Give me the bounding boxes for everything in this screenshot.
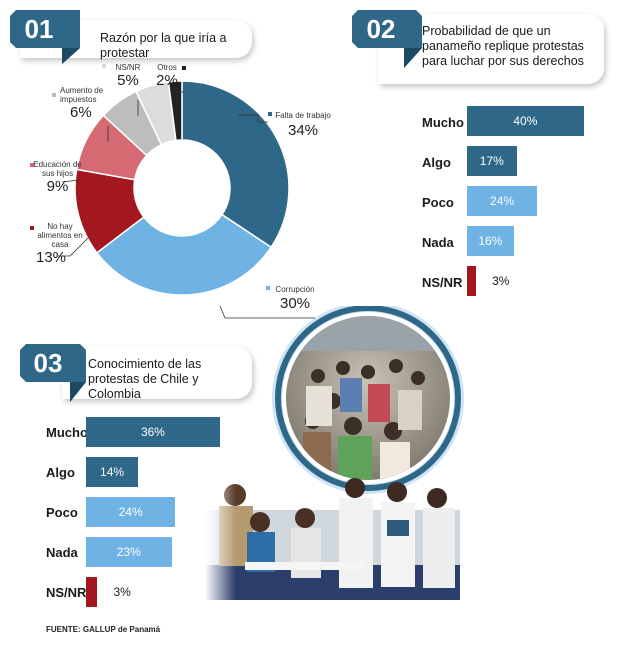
badge-shape-icon <box>20 344 86 402</box>
donut-label-alimentos-pct: 13% <box>36 249 67 266</box>
c03-cat-1: Algo <box>46 465 75 480</box>
donut-label-otros: Otros 2% <box>150 63 184 89</box>
donut-label-educacion-name: Educación de sus hijos <box>33 160 82 178</box>
c03-bar-3 <box>86 537 172 567</box>
donut-leader-line-2 <box>58 237 89 257</box>
c02-bar-2 <box>467 186 538 216</box>
c02-cat-3: Nada <box>422 235 454 250</box>
donut-legend-swatch-6 <box>182 66 186 70</box>
donut-label-corrupcion-name: Corrupción <box>275 285 315 294</box>
c02-cat-4: NS/NR <box>422 275 463 290</box>
donut-slice-6 <box>167 80 183 142</box>
donut-label-otros-pct: 2% <box>156 72 178 89</box>
c03-value-0: 36% <box>140 425 165 439</box>
donut-legend-swatch-3 <box>30 163 34 167</box>
donut-label-alimentos: No hay alimentos en casa 13% <box>36 222 84 266</box>
section2-number-badge: 02 <box>352 10 422 68</box>
c02-value-3: 16% <box>478 234 503 248</box>
c03-bar-0 <box>86 417 220 447</box>
donut-label-educacion: Educación de sus hijos 9% <box>30 160 85 195</box>
c02-bar-1 <box>467 146 517 176</box>
donut-label-impuestos-pct: 6% <box>70 104 92 121</box>
c02-value-0: 40% <box>513 114 538 128</box>
c03-value-4: 3% <box>113 585 131 599</box>
c03-cat-4: NS/NR <box>46 585 87 600</box>
donut-label-falta-name: Falta de trabajo <box>275 111 331 120</box>
donut-label-corrupcion: Corrupción 30% <box>270 285 320 312</box>
donut-label-impuestos-name: Aumento de impuestos <box>60 86 104 104</box>
donut-legend-swatch-5 <box>102 64 106 68</box>
section3-number-badge: 03 <box>20 344 86 402</box>
section3-number: 03 <box>33 348 63 378</box>
donut-label-falta-pct: 34% <box>287 122 319 139</box>
c02-value-2: 24% <box>490 194 515 208</box>
c03-value-2: 24% <box>118 505 143 519</box>
donut-label-otros-name: Otros <box>157 63 177 72</box>
donut-leader-line-3 <box>61 179 81 183</box>
badge-shape-icon <box>352 10 422 68</box>
section3-title-panel: Conocimiento de las protestas de Chile y… <box>62 347 252 401</box>
section1-title: Razón por la que iría a protestar <box>100 31 227 60</box>
c03-bar-4 <box>86 577 98 607</box>
donut-chart <box>30 64 315 319</box>
donut-leader-line-1 <box>219 305 315 319</box>
c03-value-1: 14% <box>100 465 125 479</box>
c02-cat-0: Mucho <box>422 115 464 130</box>
donut-slice-0 <box>181 80 290 249</box>
donut-legend-swatch-0 <box>268 112 272 116</box>
donut-legend-swatch-1 <box>266 286 270 290</box>
donut-label-educacion-pct: 9% <box>46 178 69 195</box>
donut-slice-1 <box>95 213 273 296</box>
donut-label-nsnr-name: NS/NR <box>115 63 141 72</box>
c03-bar-2 <box>86 497 176 527</box>
donut-label-nsnr-pct: 5% <box>117 72 139 89</box>
donut-leader-line-6 <box>176 91 184 102</box>
donut-label-nsnr: NS/NR 5% <box>110 63 146 89</box>
donut-label-impuestos: Aumento de impuestos 6% <box>60 86 116 121</box>
c02-bar-0 <box>467 106 584 136</box>
people-photo <box>205 470 460 600</box>
donut-label-falta: Falta de trabajo 34% <box>268 111 338 139</box>
c02-bar-4 <box>467 266 476 296</box>
badge-shape-icon <box>10 10 80 64</box>
c02-value-1: 17% <box>479 154 504 168</box>
c03-bar-1 <box>86 457 139 487</box>
section1-number: 01 <box>24 14 54 44</box>
section2-number: 02 <box>366 14 396 44</box>
section2-title: Probabilidad de que un panameño replique… <box>422 24 584 68</box>
donut-legend-swatch-2 <box>30 226 34 230</box>
donut-leader-line-0 <box>238 114 268 123</box>
source-note: FUENTE: GALLUP de Panamá <box>46 625 161 634</box>
section3-title: Conocimiento de las protestas de Chile y… <box>88 357 202 401</box>
donut-legend-swatch-4 <box>52 93 56 97</box>
c02-cat-2: Poco <box>422 195 454 210</box>
c02-value-4: 3% <box>492 274 510 288</box>
c03-cat-2: Poco <box>46 505 78 520</box>
c03-value-3: 23% <box>116 545 141 559</box>
c03-cat-3: Nada <box>46 545 78 560</box>
donut-label-corrupcion-pct: 30% <box>279 295 311 312</box>
donut-label-alimentos-name: No hay alimentos en casa <box>37 222 83 249</box>
section1-number-badge: 01 <box>10 10 80 64</box>
c03-cat-0: Mucho <box>46 425 88 440</box>
c02-bar-3 <box>467 226 514 256</box>
c02-cat-1: Algo <box>422 155 451 170</box>
